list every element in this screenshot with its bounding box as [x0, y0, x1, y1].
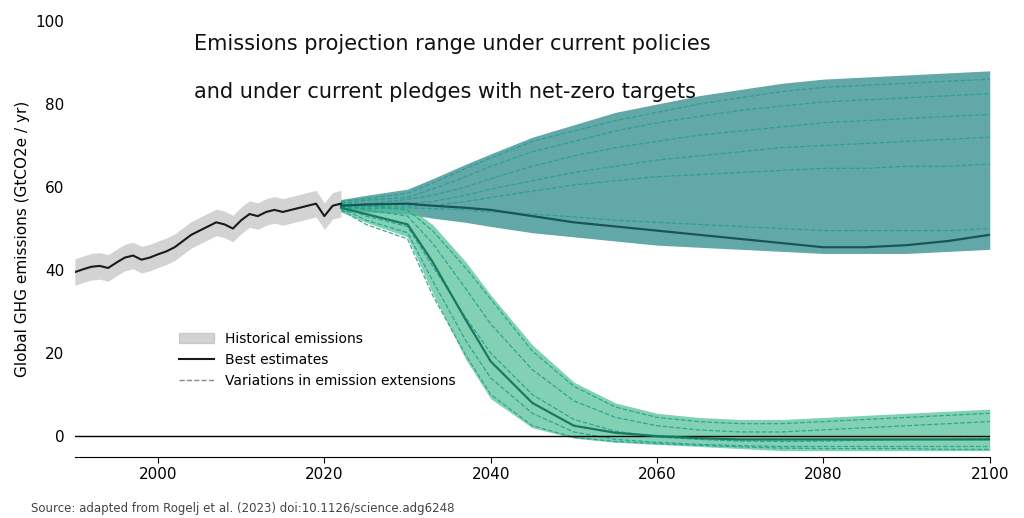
Legend: Historical emissions, Best estimates, Variations in emission extensions: Historical emissions, Best estimates, Va… [173, 326, 461, 393]
Text: Emissions projection range under current policies: Emissions projection range under current… [194, 34, 711, 54]
Text: and under current pledges with net-zero targets: and under current pledges with net-zero … [194, 82, 695, 102]
Text: Source: adapted from Rogelj et al. (2023) doi:10.1126/science.adg6248: Source: adapted from Rogelj et al. (2023… [31, 502, 455, 515]
Y-axis label: Global GHG emissions (GtCO2e / yr): Global GHG emissions (GtCO2e / yr) [15, 101, 30, 377]
